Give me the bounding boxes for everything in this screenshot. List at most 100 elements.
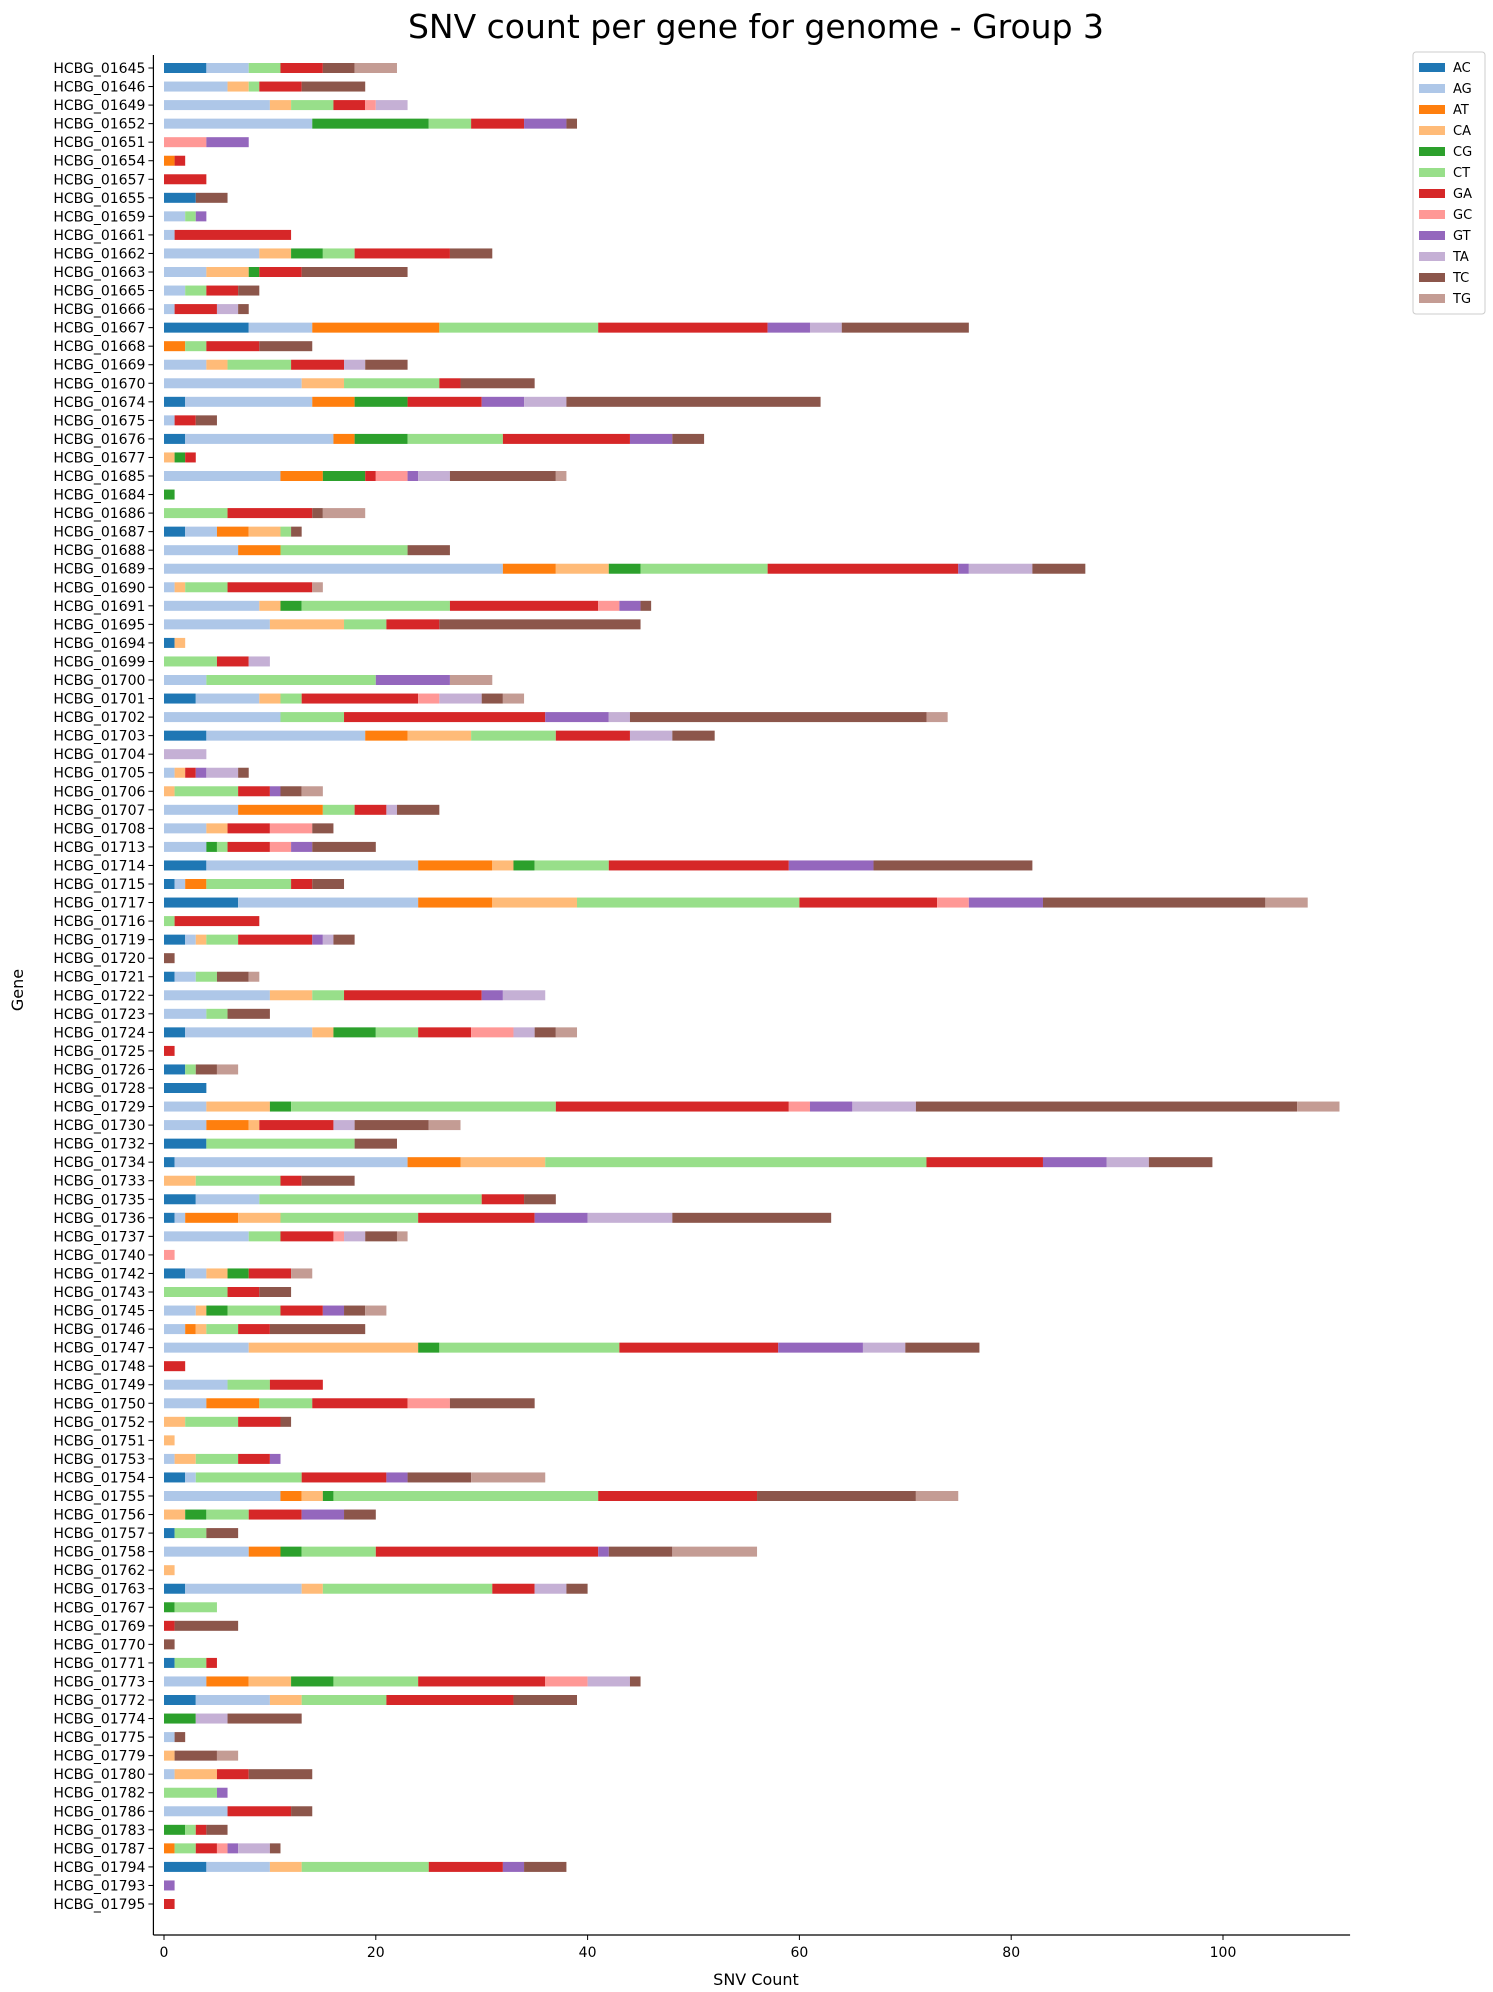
bar-segment: [185, 285, 207, 296]
bar-segment: [248, 656, 270, 667]
bar-segment: [757, 1491, 916, 1501]
bar-segment: [174, 1843, 196, 1854]
x-axis-label: SNV Count: [713, 1970, 799, 1989]
bar-segment: [248, 1546, 281, 1557]
legend-swatch: [1419, 294, 1445, 303]
bar-segment: [238, 786, 270, 797]
bar-segment: [164, 1120, 207, 1131]
bar-segment: [322, 63, 355, 73]
bar-segment: [164, 1157, 175, 1168]
bar-segment: [206, 1120, 249, 1131]
bar-segment: [238, 1453, 270, 1464]
y-tick-label: HCBG_01757: [53, 1526, 145, 1542]
y-tick-label: HCBG_01649: [53, 98, 145, 114]
bar-segment: [164, 81, 228, 92]
bar-segment: [471, 1027, 514, 1038]
bar-segment: [344, 1509, 376, 1520]
bar-segment: [809, 1101, 853, 1112]
y-tick-label: HCBG_01743: [53, 1285, 145, 1301]
bar-segment: [185, 1416, 239, 1427]
bar-segment: [227, 1305, 281, 1316]
bar-segment: [164, 508, 228, 519]
bar-segment: [164, 823, 207, 834]
bar-segment: [418, 1676, 546, 1687]
bar-segment: [164, 378, 302, 389]
bar-segment: [164, 990, 270, 1001]
bar-segment: [185, 341, 207, 352]
bar-segment: [259, 267, 302, 277]
legend-label: CT: [1453, 166, 1470, 181]
bar-segment: [227, 1379, 270, 1390]
bar-segment: [418, 1027, 472, 1038]
y-tick-label: HCBG_01706: [53, 784, 145, 800]
bar-segment: [481, 693, 503, 704]
bar-segment: [259, 600, 281, 611]
bar-segment: [301, 786, 323, 797]
bar-segment: [608, 860, 789, 871]
bar-segment: [926, 712, 948, 723]
y-tick-label: HCBG_01722: [53, 988, 145, 1004]
bar-segment: [227, 1713, 302, 1724]
y-tick-label: HCBG_01685: [53, 469, 145, 485]
bar-segment: [164, 1453, 175, 1464]
y-tick-label: HCBG_01715: [53, 877, 145, 893]
bar-segment: [195, 971, 217, 982]
bar-segment: [174, 415, 196, 426]
bar-segment: [460, 1157, 546, 1168]
bar-segment: [269, 100, 292, 111]
bar-segment: [269, 841, 292, 852]
y-tick-label: HCBG_01793: [53, 1878, 145, 1894]
y-tick-label: HCBG_01663: [53, 265, 145, 281]
bar-segment: [333, 934, 355, 945]
bar-segment: [439, 1342, 620, 1353]
bar-segment: [301, 1583, 323, 1594]
bar-segment: [206, 841, 217, 852]
bar-segment: [206, 1824, 228, 1835]
bar-segment: [164, 693, 196, 704]
bar-segment: [672, 730, 715, 741]
bar-segment: [280, 526, 292, 537]
bar-segment: [227, 1008, 270, 1019]
legend-swatch: [1419, 252, 1445, 261]
bar-segment: [195, 767, 207, 778]
y-tick-label: HCBG_01779: [53, 1749, 145, 1765]
bar-segment: [206, 860, 419, 871]
y-tick-label: HCBG_01732: [53, 1137, 145, 1153]
bar-segment: [164, 1361, 186, 1372]
y-tick-label: HCBG_01726: [53, 1062, 145, 1078]
y-tick-label: HCBG_01721: [53, 970, 145, 986]
bar-segment: [354, 1138, 397, 1149]
bar-segment: [291, 1101, 556, 1112]
bar-segment: [333, 1027, 376, 1038]
bar-segment: [471, 118, 525, 129]
y-tick-label: HCBG_01728: [53, 1081, 145, 1097]
legend-swatch: [1419, 210, 1445, 219]
bar-segment: [333, 1676, 419, 1687]
bar-segment: [449, 600, 599, 611]
legend-label: GC: [1453, 208, 1472, 223]
bar-segment: [608, 712, 630, 723]
bar-segment: [164, 600, 260, 611]
bar-segment: [174, 1620, 239, 1631]
bar-segment: [873, 860, 1033, 871]
bar-segment: [672, 1212, 832, 1223]
bar-segment: [407, 433, 503, 444]
y-axis: HCBG_01645 HCBG_01646 HCBG_01649 HCBG_01652…: [53, 55, 155, 1935]
bar-segment: [206, 823, 228, 834]
bar-segment: [312, 396, 355, 407]
y-tick-label: HCBG_01688: [53, 543, 145, 559]
bar-segment: [968, 897, 1043, 908]
bar-segment: [386, 1472, 408, 1483]
bar-segment: [185, 1268, 207, 1279]
bar-segment: [269, 1379, 323, 1390]
bar-segment: [524, 1194, 556, 1205]
bar-segment: [365, 1305, 387, 1316]
legend-swatch: [1419, 84, 1445, 93]
bar-segment: [174, 1602, 217, 1613]
bar-segment: [502, 433, 630, 444]
bar-segment: [375, 1027, 419, 1038]
bar-segment: [164, 1787, 217, 1798]
bar-segment: [449, 248, 493, 259]
bar-segment: [608, 563, 641, 574]
y-tick-label: HCBG_01724: [53, 1025, 145, 1041]
